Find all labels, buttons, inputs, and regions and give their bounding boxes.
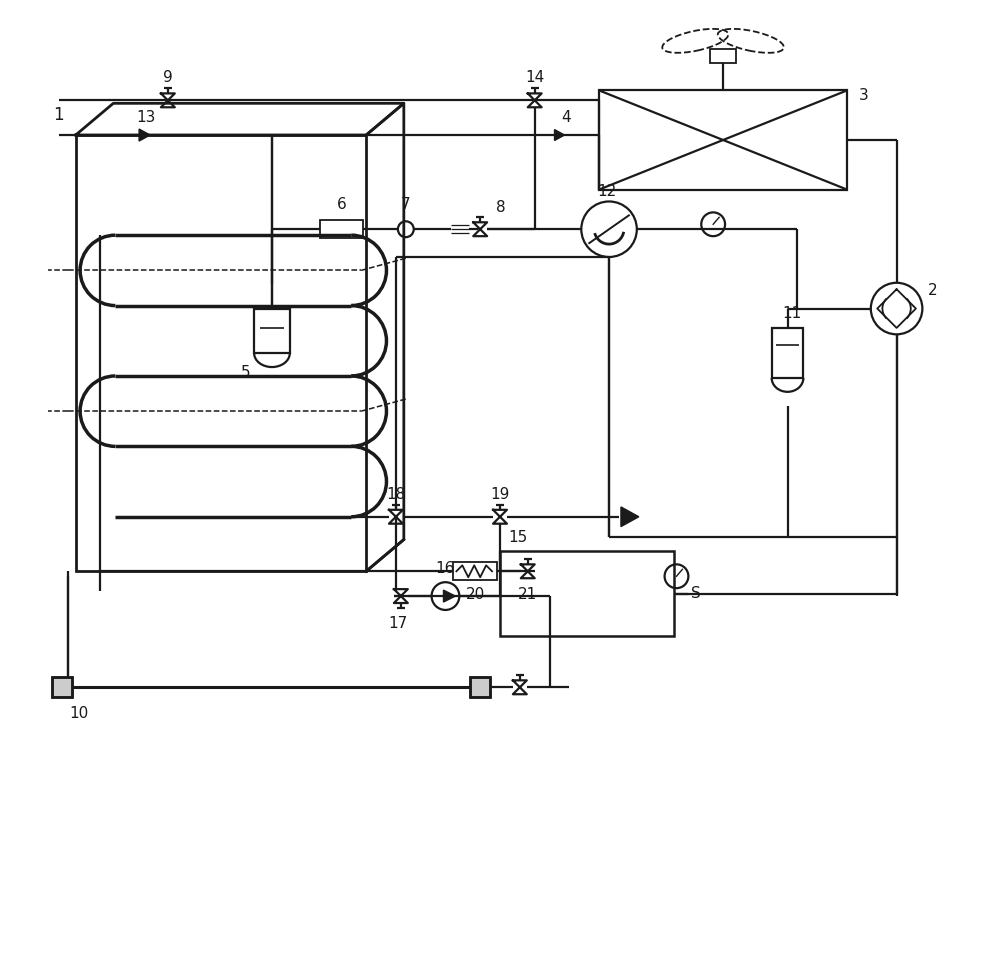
Bar [76, 135, 366, 572]
Text: S: S [691, 586, 701, 601]
Polygon shape [555, 130, 564, 141]
Polygon shape [139, 129, 150, 141]
Text: 21: 21 [518, 586, 537, 602]
Bar [453, 563, 497, 580]
Text: 2: 2 [928, 283, 938, 298]
Text: 14: 14 [525, 70, 544, 85]
Bar [320, 220, 363, 238]
Bar [772, 328, 803, 378]
Text: 9: 9 [163, 70, 173, 85]
Bar [52, 677, 72, 698]
Text: 15: 15 [508, 531, 527, 545]
Text: 19: 19 [490, 488, 510, 502]
Text: 8: 8 [496, 200, 506, 215]
Text: 5: 5 [241, 365, 250, 380]
Text: 4: 4 [561, 109, 571, 125]
Text: 16: 16 [436, 561, 455, 575]
Bar [470, 677, 490, 698]
Bar [500, 551, 674, 636]
Bar [52, 677, 72, 698]
Bar [599, 91, 847, 190]
Polygon shape [621, 507, 639, 527]
Text: 13: 13 [136, 109, 156, 125]
Text: 20: 20 [466, 586, 485, 602]
Text: 17: 17 [388, 616, 408, 631]
Text: 12: 12 [597, 184, 616, 199]
Text: 7: 7 [401, 197, 411, 212]
Bar [470, 677, 490, 698]
Bar [254, 309, 290, 353]
Text: 1: 1 [53, 106, 64, 124]
Text: 6: 6 [336, 197, 346, 212]
Text: 11: 11 [783, 306, 802, 321]
Text: 10: 10 [70, 705, 89, 721]
Polygon shape [443, 590, 455, 602]
Text: 18: 18 [386, 488, 406, 502]
Text: 3: 3 [859, 88, 869, 103]
Bar [710, 49, 736, 63]
